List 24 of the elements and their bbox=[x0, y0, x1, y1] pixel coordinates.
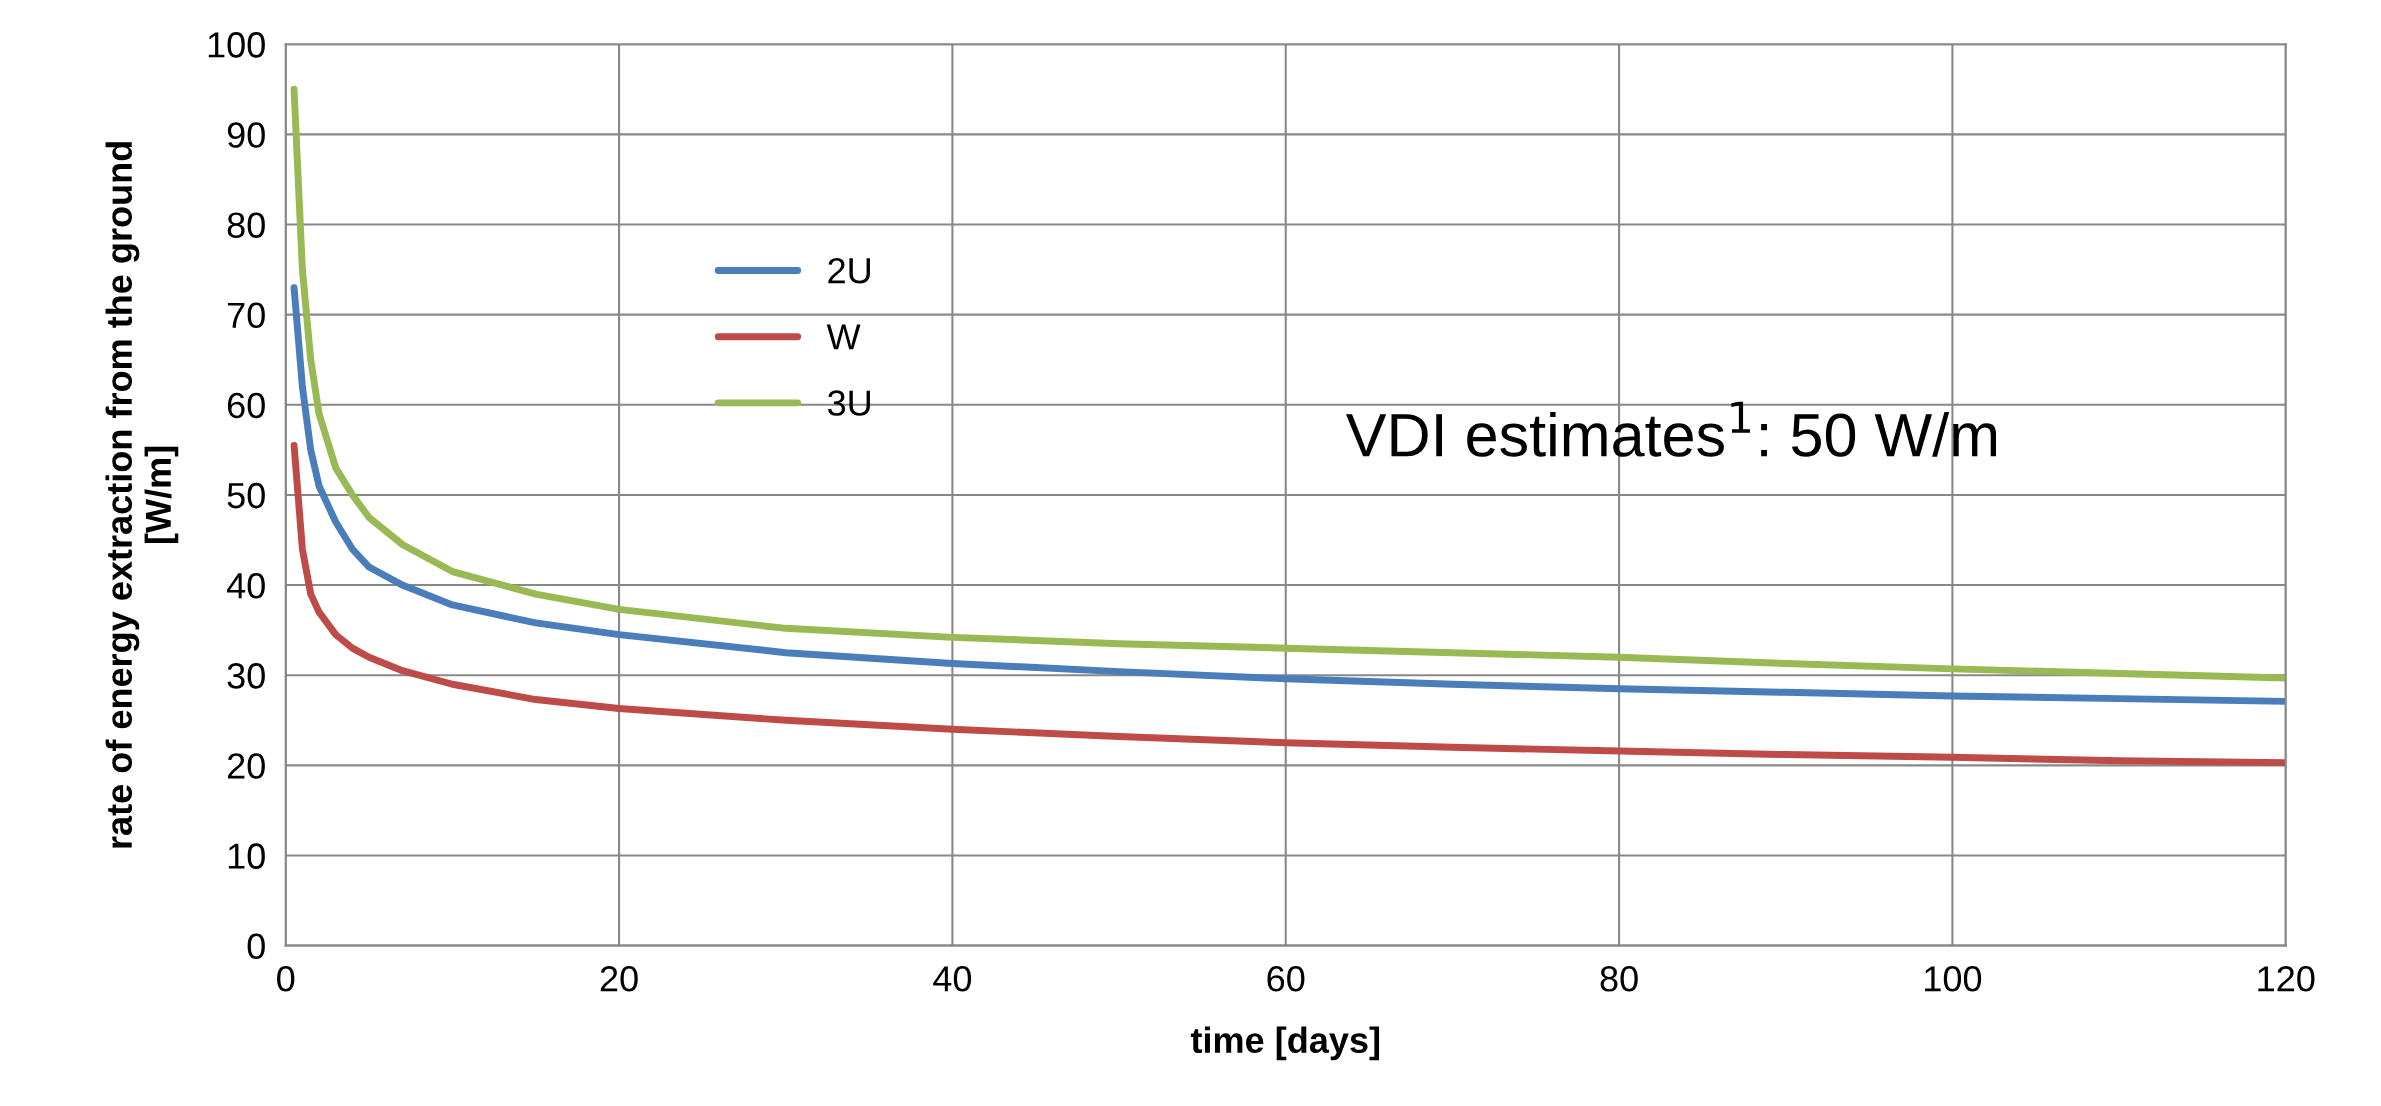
legend-label: W bbox=[826, 324, 861, 350]
y-tick-label: 0 bbox=[247, 933, 265, 960]
y-tick-label: 100 bbox=[208, 32, 265, 58]
x-tick-label: 0 bbox=[277, 966, 295, 992]
y-axis-title: rate of energy extraction from the ground [W/m] bbox=[105, 142, 179, 848]
x-tick-label: 20 bbox=[600, 966, 638, 992]
y-tick-label: 60 bbox=[227, 392, 265, 419]
x-tick-label: 120 bbox=[2258, 966, 2315, 992]
x-tick-label: 40 bbox=[933, 966, 972, 992]
annotation: VDI estimates$^{1}$: 50 W/m bbox=[1346, 401, 1997, 457]
x-tick-label: 60 bbox=[1267, 966, 1305, 992]
y-tick-label: 20 bbox=[227, 753, 265, 779]
y-tick-label: 10 bbox=[228, 843, 265, 869]
x-tick-label: 80 bbox=[1600, 966, 1638, 992]
y-tick-label: 80 bbox=[227, 212, 265, 238]
y-tick-label: 50 bbox=[227, 482, 265, 509]
y-tick-label: 30 bbox=[227, 663, 265, 689]
y-tick-label: 90 bbox=[227, 122, 265, 148]
y-tick-label: 70 bbox=[227, 302, 265, 329]
legend-label: 2U bbox=[828, 257, 870, 284]
x-tick-label: 100 bbox=[1925, 966, 1982, 992]
legend-label: 3U bbox=[827, 390, 870, 416]
x-axis-title: time [days] bbox=[1190, 1026, 1380, 1061]
y-tick-label: 40 bbox=[226, 572, 265, 599]
